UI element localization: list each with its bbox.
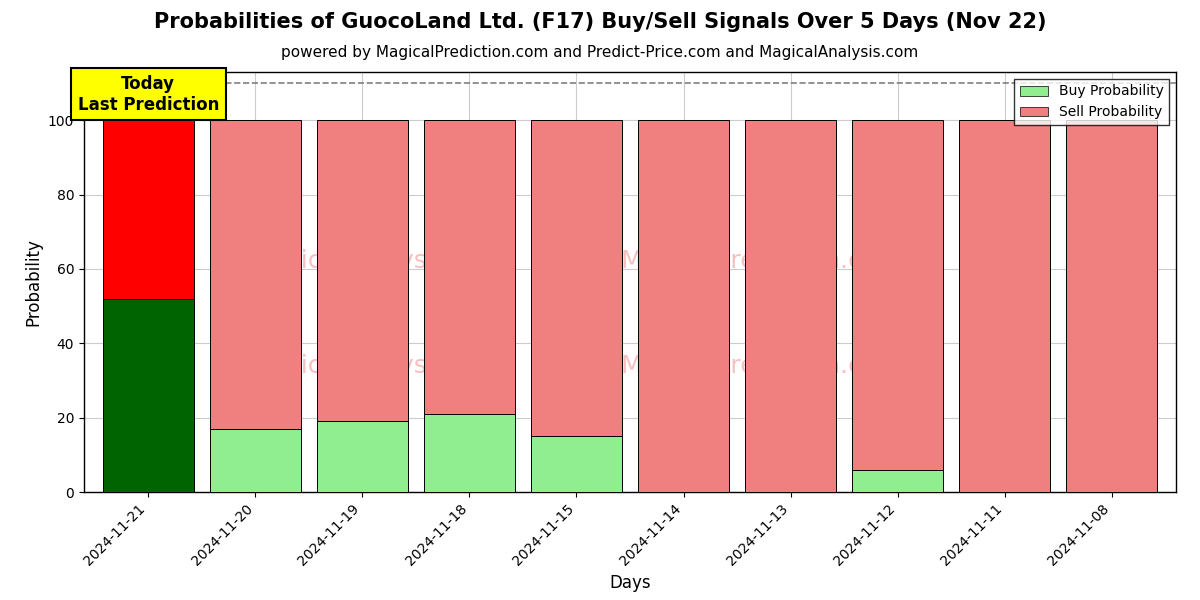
Text: MagicalPrediction.com: MagicalPrediction.com — [620, 354, 901, 378]
Bar — [959, 121, 1050, 492]
Bar — [210, 429, 301, 492]
Bar — [210, 121, 301, 429]
Bar — [103, 121, 193, 299]
Text: Probabilities of GuocoLand Ltd. (F17) Buy/Sell Signals Over 5 Days (Nov 22): Probabilities of GuocoLand Ltd. (F17) Bu… — [154, 12, 1046, 32]
Bar — [530, 121, 622, 436]
Bar — [530, 436, 622, 492]
Text: MagicalAnalysis.com: MagicalAnalysis.com — [248, 354, 509, 378]
Bar — [424, 121, 515, 414]
Bar — [745, 121, 836, 492]
Bar — [424, 414, 515, 492]
X-axis label: Days: Days — [610, 574, 650, 592]
Bar — [852, 470, 943, 492]
Legend: Buy Probability, Sell Probability: Buy Probability, Sell Probability — [1014, 79, 1169, 125]
Text: Today
Last Prediction: Today Last Prediction — [78, 75, 218, 114]
Bar — [317, 121, 408, 421]
Bar — [317, 421, 408, 492]
Bar — [103, 299, 193, 492]
Y-axis label: Probability: Probability — [24, 238, 42, 326]
Text: MagicalAnalysis.com: MagicalAnalysis.com — [248, 249, 509, 273]
Text: powered by MagicalPrediction.com and Predict-Price.com and MagicalAnalysis.com: powered by MagicalPrediction.com and Pre… — [281, 45, 919, 60]
Bar — [852, 121, 943, 470]
Bar — [638, 121, 730, 492]
Text: MagicalPrediction.com: MagicalPrediction.com — [620, 249, 901, 273]
Bar — [1067, 121, 1157, 492]
